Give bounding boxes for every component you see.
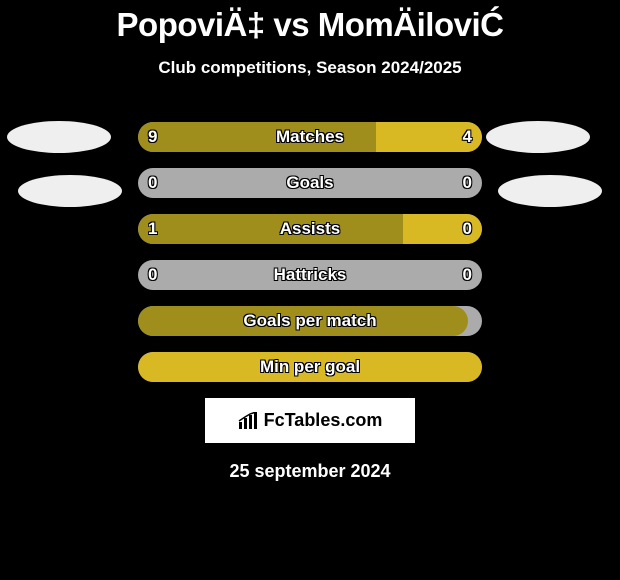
stat-row: Goals per match — [0, 306, 620, 336]
value-p2: 0 — [463, 260, 472, 290]
bar-p1 — [138, 122, 376, 152]
value-p1: 0 — [148, 168, 157, 198]
bar-track: Min per goal — [138, 352, 482, 382]
bar-p1 — [138, 306, 468, 336]
value-p2: 0 — [463, 168, 472, 198]
stat-row: 10Assists — [0, 214, 620, 244]
value-p1: 0 — [148, 260, 157, 290]
bar-track: 0 0Goals — [138, 168, 482, 198]
stat-row: 0 0Hattricks — [0, 260, 620, 290]
page-subtitle: Club competitions, Season 2024/2025 — [0, 58, 620, 78]
value-p1: 1 — [148, 214, 157, 244]
stat-label: Hattricks — [138, 260, 482, 290]
stats-rows: 94Matches00Goals10Assists00HattricksGoal… — [0, 122, 620, 382]
bar-p1 — [138, 214, 403, 244]
bar-track: 10Assists — [138, 214, 482, 244]
chart-container: PopoviÄ‡ vs MomÄiloviĆ Club competitions… — [0, 0, 620, 580]
value-p1: 9 — [148, 122, 157, 152]
bar-p2 — [138, 352, 482, 382]
logo: FcTables.com — [238, 410, 383, 431]
stat-row: Min per goal — [0, 352, 620, 382]
date-text: 25 september 2024 — [0, 461, 620, 482]
logo-text: FcTables.com — [264, 410, 383, 431]
stat-label: Goals — [138, 168, 482, 198]
stat-row: 0 0Goals — [0, 168, 620, 198]
stat-row: 94Matches — [0, 122, 620, 152]
bar-track: 0 0Hattricks — [138, 260, 482, 290]
bar-track: 94Matches — [138, 122, 482, 152]
logo-box: FcTables.com — [205, 398, 415, 443]
chart-icon — [238, 412, 260, 430]
page-title: PopoviÄ‡ vs MomÄiloviĆ — [0, 6, 620, 44]
value-p2: 4 — [463, 122, 472, 152]
value-p2: 0 — [463, 214, 472, 244]
bar-track: Goals per match — [138, 306, 482, 336]
